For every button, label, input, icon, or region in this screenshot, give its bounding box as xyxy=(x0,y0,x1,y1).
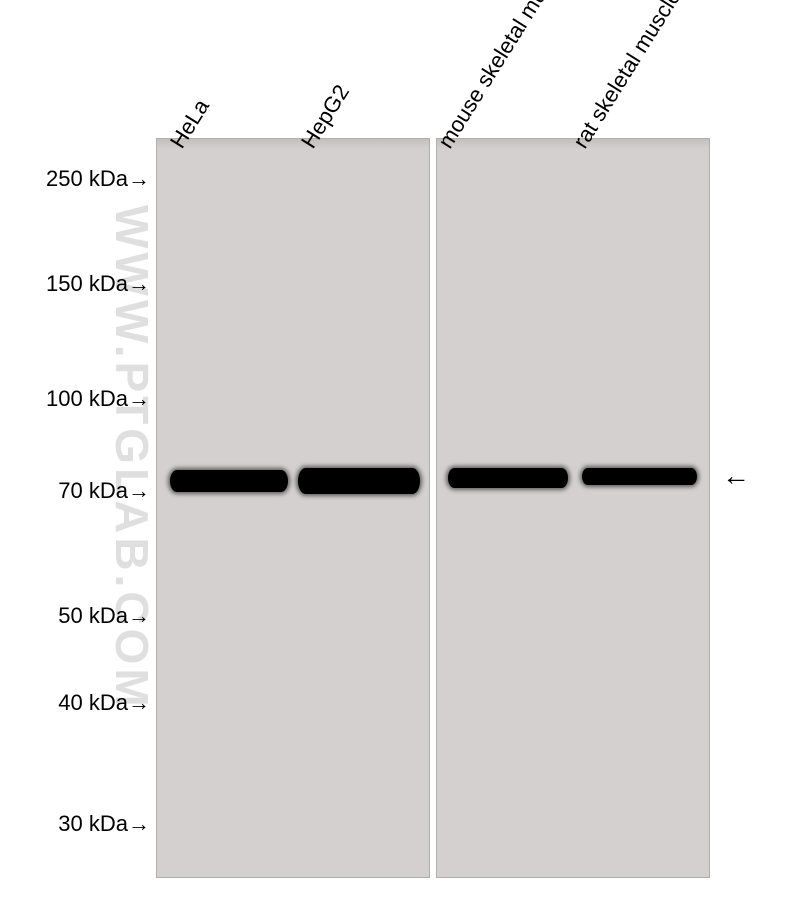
mw-value: 150 kDa xyxy=(46,271,128,296)
lane-label: mouse skeletal muscle xyxy=(433,0,573,153)
mw-marker: 50 kDa→ xyxy=(28,603,150,629)
protein-band xyxy=(298,468,420,494)
mw-value: 30 kDa xyxy=(58,811,128,836)
mw-marker: 40 kDa→ xyxy=(28,690,150,716)
panel-shade xyxy=(157,139,429,149)
mw-value: 100 kDa xyxy=(46,386,128,411)
arrow-right-icon: → xyxy=(128,166,150,192)
arrow-right-icon: → xyxy=(128,690,150,716)
lane-label: rat skeletal muscle xyxy=(568,0,687,153)
arrow-right-icon: → xyxy=(128,386,150,412)
blot-panel-left xyxy=(156,138,430,878)
arrow-right-icon: → xyxy=(128,478,150,504)
mw-marker: 250 kDa→ xyxy=(28,166,150,192)
mw-value: 50 kDa xyxy=(58,603,128,628)
protein-band xyxy=(448,468,568,488)
arrow-right-icon: → xyxy=(128,811,150,837)
protein-band xyxy=(170,470,288,492)
blot-panel-right xyxy=(436,138,710,878)
arrow-right-icon: → xyxy=(128,603,150,629)
protein-band xyxy=(582,468,697,485)
mw-marker: 100 kDa→ xyxy=(28,386,150,412)
mw-value: 40 kDa xyxy=(58,690,128,715)
mw-marker: 70 kDa→ xyxy=(28,478,150,504)
mw-marker: 150 kDa→ xyxy=(28,271,150,297)
western-blot-figure: WWW.PTGLAB.COM HeLa HepG2 mouse skeletal… xyxy=(0,0,800,903)
arrow-right-icon: → xyxy=(128,271,150,297)
target-arrow-icon: ← xyxy=(722,460,750,492)
mw-value: 70 kDa xyxy=(58,478,128,503)
mw-marker: 30 kDa→ xyxy=(28,811,150,837)
mw-value: 250 kDa xyxy=(46,166,128,191)
